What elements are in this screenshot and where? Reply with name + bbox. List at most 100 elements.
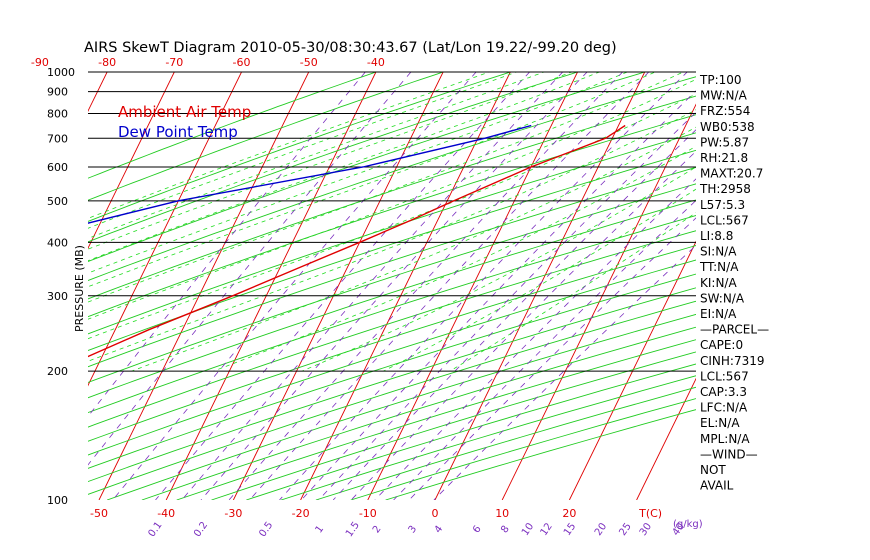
top-temp-tick-label: -70	[165, 56, 183, 69]
temp-tick-label: 0	[432, 507, 439, 520]
dry-adiabat-line	[88, 183, 696, 383]
index-label: CAPE:0	[700, 338, 743, 352]
dry-adiabat-line	[106, 313, 696, 500]
moist-adiabat-line	[131, 126, 696, 372]
isotherm-line	[434, 72, 646, 500]
moist-adiabat-line	[213, 145, 696, 372]
moist-adiabat-line	[88, 72, 491, 219]
index-label: SI:N/A	[700, 245, 737, 259]
mixing-ratio-tick-label: 20	[593, 521, 609, 538]
dry-adiabat-line	[88, 76, 696, 282]
legend-air-temp: Ambient Air Temp	[118, 103, 251, 121]
isotherm-line	[636, 377, 696, 500]
mixing-ratio-tick-label: 15	[562, 521, 578, 538]
index-label: CAP:3.3	[700, 385, 747, 399]
isotherm-line	[367, 72, 578, 500]
index-label: LI:8.8	[700, 229, 733, 243]
top-temp-tick-label: -40	[367, 56, 385, 69]
dry-adiabat-line	[88, 245, 696, 442]
index-label: MW:N/A	[700, 89, 748, 103]
mixing-ratio-tick-label: 30	[638, 521, 654, 538]
dry-adiabat-line	[88, 72, 378, 179]
air-temp-series	[88, 124, 626, 358]
mixing-ratio-line	[88, 72, 366, 418]
mixing-ratio-line	[200, 72, 588, 500]
isotherm-line	[88, 72, 242, 387]
index-label: PW:5.87	[700, 135, 749, 149]
mixing-ratio-tick-label: 3	[407, 524, 420, 536]
moist-adiabat-line	[88, 72, 657, 288]
pressure-tick-label: 600	[47, 161, 68, 174]
top-temp-tick-label: -90	[31, 56, 49, 69]
mixing-ratio-tick-label: 12	[539, 521, 555, 538]
dry-adiabat-line	[88, 95, 696, 300]
index-label: —WIND—	[700, 447, 758, 461]
top-temp-tick-label: -50	[300, 56, 318, 69]
index-label: TP:100	[699, 73, 742, 87]
pressure-tick-label: 900	[47, 86, 68, 99]
moist-adiabat-line	[88, 72, 629, 274]
index-label: NOT	[700, 463, 726, 477]
dry-adiabat-line	[88, 199, 696, 399]
mixing-ratio-line	[249, 72, 650, 500]
index-label: LCL:567	[700, 213, 749, 227]
temp-unit-label: T(C)	[638, 507, 662, 520]
index-label: L57:5.3	[700, 198, 745, 212]
index-label: EL:N/A	[700, 416, 740, 430]
mixing-ratio-tick-label: 0.1	[146, 520, 164, 539]
mixing-ratio-tick-label: 0.2	[192, 520, 210, 539]
index-label: KI:N/A	[700, 276, 737, 290]
legend-dew-point: Dew Point Temp	[118, 123, 238, 141]
moist-adiabat-line	[88, 78, 696, 320]
chart-title: AIRS SkewT Diagram 2010-05-30/08:30:43.6…	[84, 40, 617, 56]
index-label: LCL:567	[700, 369, 749, 383]
mixing-ratio-tick-label: 8	[499, 524, 512, 536]
dry-adiabat-line	[88, 287, 696, 483]
moist-adiabat-line	[88, 72, 573, 250]
index-label: WB0:538	[700, 120, 755, 134]
isotherm-line	[771, 72, 870, 500]
dry-adiabat-line	[88, 300, 696, 495]
isotherm-line	[0, 72, 40, 500]
pressure-tick-label: 800	[47, 107, 68, 120]
index-label: TH:2958	[699, 182, 751, 196]
index-label: AVAIL	[700, 479, 734, 493]
index-label: SW:N/A	[700, 291, 745, 305]
mixing-ratio-tick-label: 4	[433, 524, 446, 536]
mixing-ratio-line	[181, 72, 564, 500]
temp-tick-label: 20	[562, 507, 576, 520]
dry-adiabat-line	[88, 215, 696, 414]
pressure-tick-label: 400	[47, 236, 68, 249]
moist-adiabat-line	[88, 72, 601, 262]
mixing-ratio-tick-label: 2	[371, 524, 384, 536]
top-temp-tick-label: -60	[233, 56, 251, 69]
isotherm-line	[568, 240, 696, 500]
mixing-ratio-tick-label: 6	[471, 524, 484, 536]
mixing-ratio-line	[332, 129, 696, 500]
mixing-ratio-tick-label: 10	[520, 521, 536, 538]
dry-adiabat-line	[88, 72, 445, 201]
index-label: LFC:N/A	[700, 401, 748, 415]
pressure-tick-label: 200	[47, 365, 68, 378]
temp-tick-label: -40	[157, 507, 175, 520]
dry-adiabat-line	[88, 72, 580, 243]
mixing-ratio-line	[88, 72, 412, 466]
mixing-ratio-line	[433, 244, 696, 500]
mixing-ratio-tick-label: 1	[314, 524, 327, 536]
index-label: FRZ:554	[700, 104, 750, 118]
mixing-ratio-line	[318, 111, 696, 500]
mixing-ratio-unit-label: (g/kg)	[673, 519, 703, 530]
dry-adiabat-line	[88, 114, 696, 318]
dry-adiabat-line	[88, 259, 696, 456]
mixing-ratio-line	[301, 90, 696, 500]
temp-tick-label: -20	[292, 507, 310, 520]
isotherm-line	[300, 72, 511, 500]
pressure-tick-label: 100	[47, 494, 68, 507]
temp-tick-label: -50	[90, 507, 108, 520]
mixing-ratio-line	[350, 150, 696, 500]
pressure-tick-label: 700	[47, 132, 68, 145]
dry-adiabat-line	[88, 166, 696, 368]
isotherm-line	[98, 72, 310, 500]
dry-adiabat-line	[88, 230, 696, 428]
